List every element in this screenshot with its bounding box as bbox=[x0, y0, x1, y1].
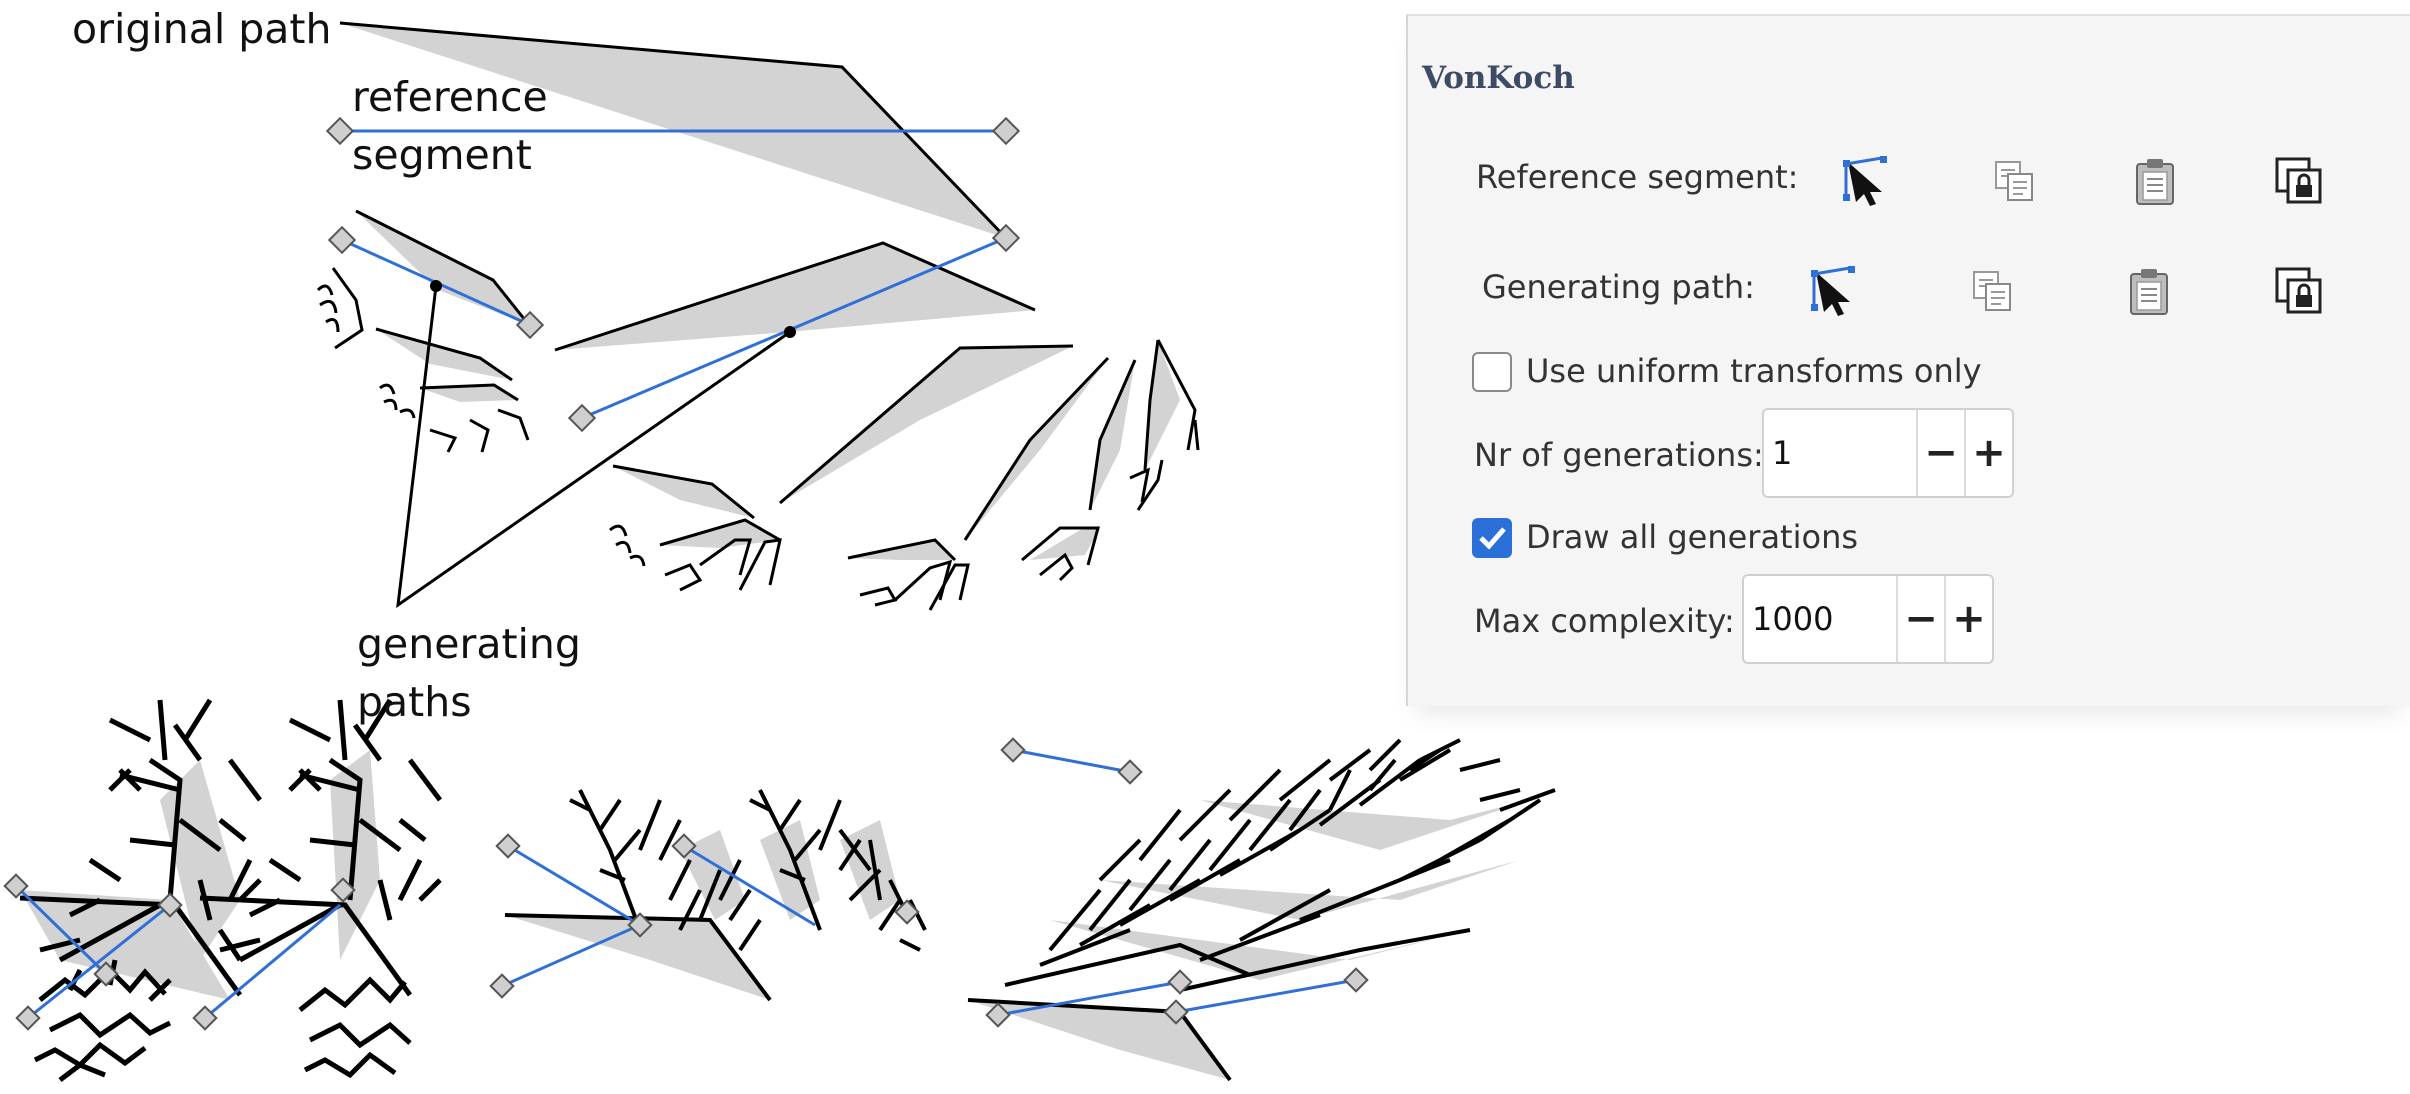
nr-generations-label: Nr of generations: bbox=[1474, 436, 1764, 474]
paste-icon bbox=[2130, 269, 2168, 315]
nr-generations-value[interactable]: 1 bbox=[1772, 434, 1793, 472]
generating-path-paste-button[interactable] bbox=[2120, 262, 2178, 320]
generating-path-label: Generating path: bbox=[1482, 268, 1755, 306]
nr-generations-decrement-button[interactable]: − bbox=[1916, 410, 1964, 496]
reference-segment-link-button[interactable] bbox=[2270, 152, 2328, 210]
uniform-transforms-checkbox[interactable] bbox=[1472, 352, 1512, 392]
generating-paths-leader bbox=[396, 285, 791, 609]
edit-on-canvas-icon bbox=[1811, 266, 1855, 316]
generating-paths-annotation: generating paths bbox=[357, 620, 581, 726]
copy-icon bbox=[1973, 271, 2011, 311]
uniform-transforms-label: Use uniform transforms only bbox=[1526, 352, 1982, 390]
link-to-path-icon bbox=[2275, 157, 2322, 204]
max-complexity-label: Max complexity: bbox=[1474, 602, 1735, 640]
nr-generations-spinbox[interactable]: 1 − + bbox=[1762, 408, 2014, 498]
vonkoch-lpe-panel: VonKoch Reference segment: bbox=[1406, 14, 2410, 706]
example-fringe-fractal[interactable] bbox=[967, 737, 1556, 1082]
reference-segment-copy-button[interactable] bbox=[1986, 152, 2044, 210]
link-to-path-icon bbox=[2275, 267, 2322, 314]
generation-1-left-copy[interactable] bbox=[316, 209, 545, 453]
reference-segment-end-handle[interactable] bbox=[991, 116, 1021, 146]
generating-path-link-button[interactable] bbox=[2270, 262, 2328, 320]
checkmark-icon bbox=[1479, 527, 1506, 550]
draw-all-generations-label: Draw all generations bbox=[1526, 518, 1859, 556]
generating-path-copy-button[interactable] bbox=[1964, 262, 2022, 320]
generating-path-edit-button[interactable] bbox=[1806, 262, 1864, 320]
reference-segment-label: Reference segment: bbox=[1476, 158, 1799, 196]
max-complexity-spinbox[interactable]: 1000 − + bbox=[1742, 574, 1994, 664]
paste-icon bbox=[2136, 159, 2174, 205]
reference-segment-paste-button[interactable] bbox=[2126, 152, 2184, 210]
reference-segment-annotation: reference segment bbox=[352, 73, 548, 179]
draw-all-generations-checkbox[interactable] bbox=[1472, 518, 1512, 558]
nr-generations-increment-button[interactable]: + bbox=[1964, 410, 2012, 496]
reference-segment-start-handle[interactable] bbox=[325, 116, 355, 146]
example-branching-fractal[interactable] bbox=[489, 789, 927, 1002]
generation-1-right-copy[interactable] bbox=[554, 223, 1200, 611]
max-complexity-increment-button[interactable]: + bbox=[1944, 576, 1992, 662]
panel-title: VonKoch bbox=[1422, 60, 1575, 96]
max-complexity-value[interactable]: 1000 bbox=[1752, 600, 1834, 638]
original-path-outline bbox=[339, 21, 1008, 240]
copy-icon bbox=[1995, 161, 2033, 201]
example-tree-fractal[interactable] bbox=[3, 698, 442, 1082]
reference-segment-edit-button[interactable] bbox=[1838, 152, 1896, 210]
original-path-annotation: original path bbox=[72, 5, 332, 53]
edit-on-canvas-icon bbox=[1843, 156, 1887, 206]
max-complexity-decrement-button[interactable]: − bbox=[1896, 576, 1944, 662]
